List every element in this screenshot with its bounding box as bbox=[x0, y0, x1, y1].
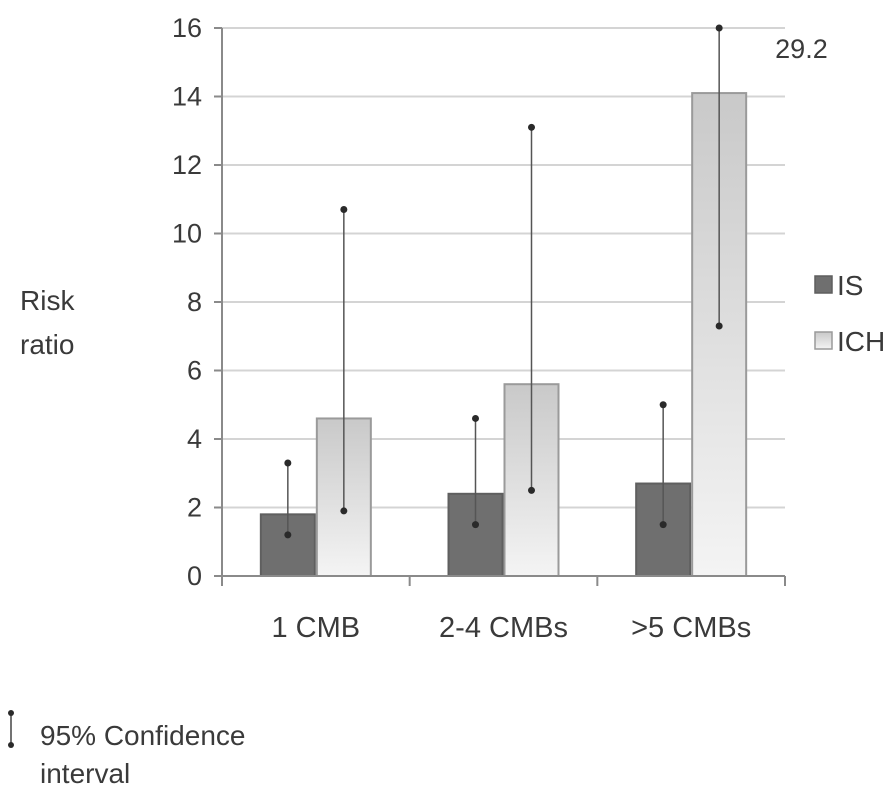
x-category-label: 2-4 CMBs bbox=[439, 612, 568, 644]
bars bbox=[259, 24, 748, 578]
annotation-label: 29.2 bbox=[775, 34, 828, 64]
ci-upper-point bbox=[528, 123, 535, 131]
ci-note: 95% Confidence interval bbox=[8, 710, 245, 789]
labels: 0 2 4 6 8 10 12 14 16 1 CMB 2-4 CMBs 29.2 >5 CMBs Ris… bbox=[20, 13, 828, 644]
legend-label-ich: ICH bbox=[837, 326, 885, 357]
y-tick-label: 4 bbox=[187, 424, 202, 454]
y-tick-label: 6 bbox=[187, 356, 202, 386]
y-tick-label: 8 bbox=[187, 287, 202, 317]
y-axis-label: Risk ratio bbox=[20, 285, 75, 360]
ci-lower-point bbox=[472, 521, 479, 529]
y-tick-label: 10 bbox=[172, 219, 202, 249]
ci-note-icon-bottom bbox=[8, 742, 14, 748]
ci-upper-point bbox=[284, 459, 292, 467]
ci-lower-point bbox=[528, 486, 535, 494]
ci-lower-point bbox=[715, 322, 723, 330]
x-category-label: >5 CMBs bbox=[631, 612, 751, 644]
x-category-label: 1 CMB bbox=[272, 612, 361, 644]
y-tick-label: 14 bbox=[172, 82, 202, 112]
ci-lower-point bbox=[659, 521, 667, 529]
legend-label-is: IS bbox=[837, 270, 863, 301]
axes bbox=[214, 27, 786, 586]
legend-swatch-is bbox=[814, 275, 833, 294]
ci-note-label: 95% Confidence interval bbox=[40, 720, 245, 789]
legend: IS ICH bbox=[814, 270, 885, 357]
ci-upper-point bbox=[340, 206, 348, 214]
ci-lower-point bbox=[340, 507, 348, 515]
y-tick-label: 12 bbox=[172, 150, 202, 180]
ci-upper-point bbox=[715, 24, 723, 32]
legend-swatch-ich bbox=[814, 331, 833, 350]
y-tick-label: 2 bbox=[187, 493, 202, 523]
ci-note-icon-top bbox=[8, 710, 14, 716]
ci-upper-point bbox=[659, 401, 667, 409]
ci-lower-point bbox=[284, 531, 292, 539]
y-tick-label: 16 bbox=[172, 13, 202, 43]
ci-upper-point bbox=[472, 414, 479, 422]
y-tick-label: 0 bbox=[187, 561, 202, 591]
